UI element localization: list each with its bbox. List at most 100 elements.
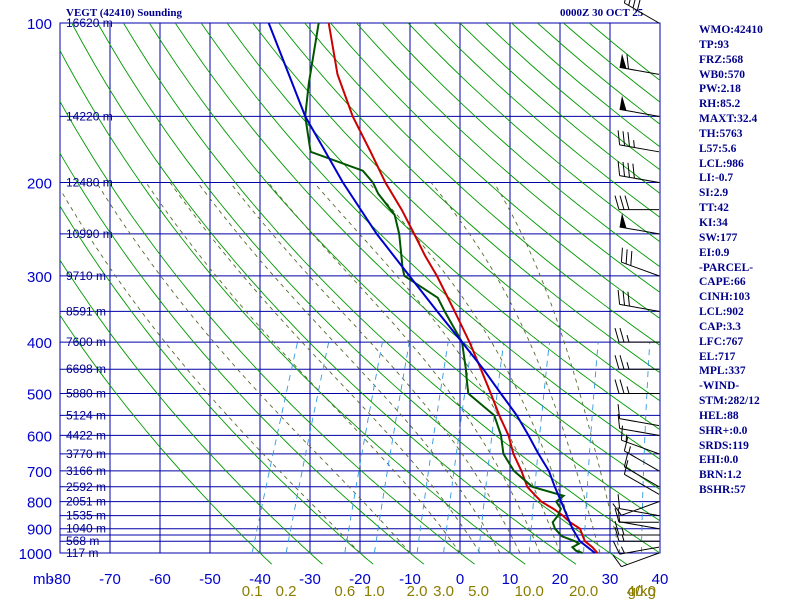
wind-barb-700 (623, 436, 660, 472)
mixing-ratio-line-0.6 (344, 342, 383, 554)
height-label-200: 12480 m (66, 176, 113, 190)
barb-staff (619, 175, 660, 184)
temp-label--30: -30 (299, 571, 321, 588)
wind-barb-450 (614, 355, 659, 370)
pressure-label-900: 900 (27, 522, 52, 539)
barb-flag (612, 503, 622, 516)
mixing-ratio-line-10 (528, 342, 550, 554)
dry-adiabat-100 (278, 23, 660, 374)
moist-adiabat-28 (430, 182, 601, 554)
stat-l57-8: L57:5.6 (699, 142, 737, 155)
barb-flag (627, 291, 630, 307)
dry-adiabat-10 (60, 49, 526, 565)
barb-staff (624, 466, 660, 488)
wind-barb-875 (614, 508, 659, 523)
sounding-title: VEGT (42410) Sounding (66, 7, 182, 19)
wind-barb-975 (612, 540, 660, 555)
mixing-ratio-label-40: 40.0 (627, 583, 656, 600)
barb-flag (628, 0, 631, 6)
barb-half-flag (633, 140, 635, 148)
barb-flag (619, 195, 625, 210)
sounding-datetime: 0000Z 30 OCT 25 (560, 7, 644, 19)
mixing-ratio-line-0.1 (251, 342, 298, 554)
dry-adiabats (60, 23, 660, 565)
stat-brn-30: BRN:1.2 (699, 469, 742, 482)
stat-stm-25: STM:282/12 (699, 395, 760, 408)
sounding-indices-panel: WMO:42410 TP:93 FRZ:568 WB0:570 PW:2.18 RH:85… (699, 23, 800, 498)
wind-barb-175 (617, 130, 660, 153)
stat-maxt-6: MAXT:32.4 (699, 113, 758, 126)
barb-flag (622, 131, 626, 146)
moist-adiabat-0 (145, 182, 461, 554)
stat-el-22: EL:717 (699, 350, 736, 363)
barb-flag (632, 0, 636, 9)
height-label-550: 5124 m (66, 408, 106, 422)
barb-flag (614, 527, 620, 542)
temp-label-30: 30 (602, 571, 619, 588)
wind-barb-225 (614, 195, 659, 211)
mixing-ratio-unit: g/kg (628, 583, 656, 600)
height-label-450: 6698 m (66, 362, 106, 376)
wind-barb-575 (617, 404, 660, 427)
stat-ehi-29: EHI:0.0 (699, 454, 739, 467)
stat-lcl-9: LCL:986 (699, 157, 744, 170)
mixing-ratio-label-20: 20.0 (569, 583, 598, 600)
barb-flag (632, 163, 635, 179)
dry-adiabat--20 (60, 205, 374, 565)
barb-staff (624, 473, 660, 495)
mixing-ratio-label-3: 3.0 (433, 583, 454, 600)
barb-flag (625, 249, 628, 264)
moist-adiabat-4 (169, 182, 481, 554)
barb-flag (617, 507, 621, 522)
dry-adiabat-150 (407, 23, 660, 243)
barb-half-flag (621, 527, 625, 536)
pressure-temperature-grid (59, 22, 661, 554)
dry-adiabat-30 (97, 23, 627, 565)
barb-flag (627, 162, 630, 178)
wind-barb-150 (619, 95, 660, 117)
wind-barb-250 (619, 213, 660, 235)
mixing-ratio-label-0.2: 0.2 (276, 583, 297, 600)
barb-flag (620, 247, 623, 263)
barb-flag (614, 195, 620, 210)
stat-tt-12: TT:42 (699, 202, 729, 215)
barb-flag (617, 130, 621, 145)
barb-half-flag (626, 334, 630, 343)
barb-flag (614, 355, 620, 370)
barb-flag (617, 289, 621, 305)
dry-adiabat-120 (330, 23, 660, 320)
barb-flag (617, 413, 621, 429)
dry-adiabat-50 (148, 23, 660, 522)
temp-label--40: -40 (249, 571, 271, 588)
moist-adiabat-32 (493, 182, 621, 554)
dry-adiabat-90 (252, 23, 660, 402)
dry-adiabat--40 (60, 314, 273, 565)
pressure-label-600: 600 (27, 428, 52, 445)
mixing-ratio-line-2 (416, 342, 449, 554)
barb-flag (617, 404, 621, 419)
stat-wmo-0: WMO:42410 (699, 24, 763, 36)
dry-adiabat-20 (71, 23, 577, 565)
stat-hel-26: HEL:88 (699, 409, 739, 422)
stat-cap-20: CAP:3.3 (699, 320, 741, 333)
height-label-350: 8591 m (66, 304, 106, 318)
moist-adiabat--10 (96, 182, 411, 554)
stat-cinh-18: CINH:103 (699, 291, 751, 304)
moist-adiabat-16 (267, 182, 541, 554)
barb-half-flag (628, 446, 631, 454)
stat-mpl-23: MPL:337 (699, 365, 746, 378)
barb-staff (619, 508, 660, 517)
dry-adiabat--30 (60, 259, 323, 565)
barb-staff (619, 418, 660, 427)
barb-pennant (619, 95, 627, 111)
stat-lcl-19: LCL:902 (699, 306, 744, 319)
barb-staff (624, 450, 660, 472)
stat-section-16: -PARCEL- (699, 261, 754, 274)
barb-flag (630, 251, 633, 266)
wind-barb-400 (614, 327, 659, 343)
wind-barb-1000 (612, 552, 660, 568)
barb-flag (617, 161, 621, 176)
barb-staff (619, 108, 660, 117)
wind-barb-850 (617, 494, 660, 517)
